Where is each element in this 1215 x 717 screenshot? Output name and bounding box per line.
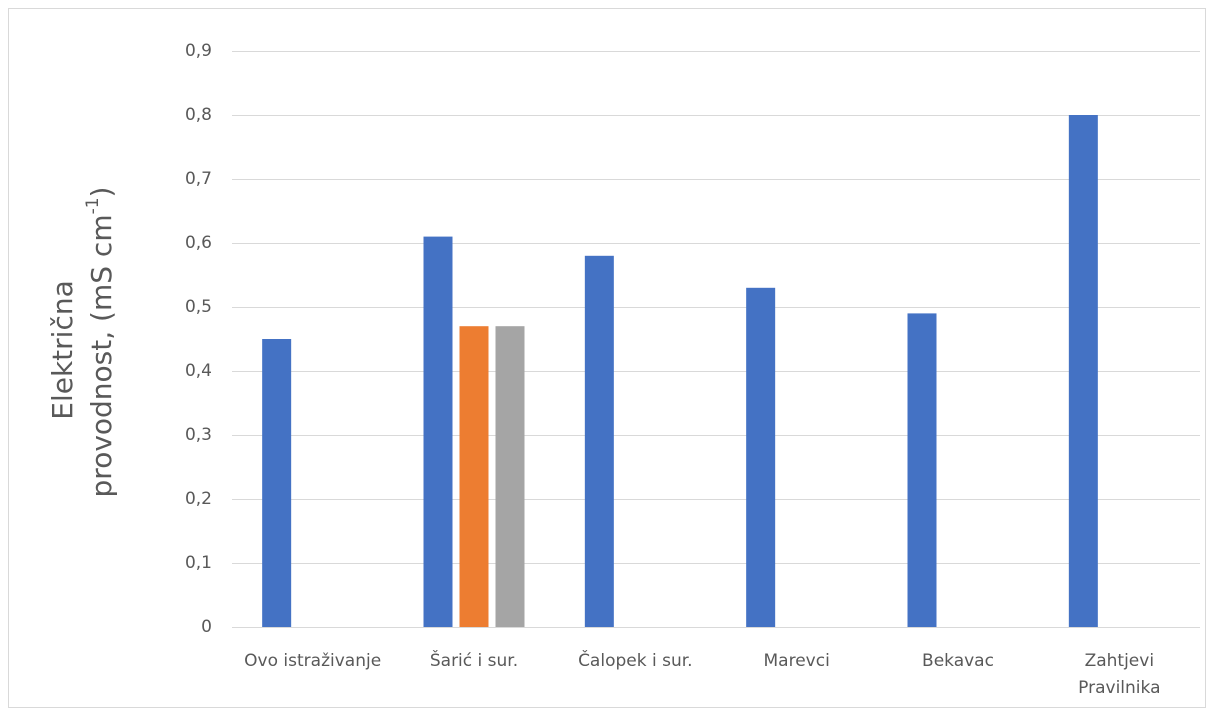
- y-axis-title-line2: provodnost, (mS cm-1): [83, 187, 118, 498]
- bar: [423, 236, 453, 627]
- bar: [746, 287, 776, 627]
- y-tick-label: 0,3: [185, 425, 212, 445]
- bar: [262, 339, 292, 627]
- y-tick-label: 0,1: [185, 553, 212, 573]
- bar: [459, 326, 489, 627]
- category-label: Šarić i sur.: [430, 649, 518, 671]
- gridlines: [232, 51, 1200, 628]
- y-tick-label: 0,5: [185, 297, 212, 317]
- y-tick-label: 0,4: [185, 361, 212, 381]
- y-tick-label: 0,2: [185, 489, 212, 509]
- category-label: Bekavac: [922, 651, 994, 671]
- y-tick-label: 0,9: [185, 41, 212, 61]
- y-axis-title-end: ): [85, 187, 118, 198]
- y-tick-label: 0: [201, 617, 212, 637]
- y-tick-label: 0,8: [185, 105, 212, 125]
- category-label: Zahtjevi: [1085, 651, 1154, 671]
- category-label: Čalopek i sur.: [578, 649, 693, 671]
- y-axis-title: Električna provodnost, (mS cm-1): [46, 187, 118, 498]
- category-label: Marevci: [764, 651, 830, 671]
- bar: [1068, 115, 1098, 627]
- bar: [907, 313, 937, 627]
- y-tick-label: 0,6: [185, 233, 212, 253]
- bar: [584, 255, 614, 628]
- category-label: Pravilnika: [1078, 678, 1160, 698]
- y-tick-labels: 0 0,1 0,2 0,3 0,4 0,5 0,6 0,7 0,8 0,9: [185, 41, 212, 637]
- y-axis-title-main: provodnost, (mS cm: [85, 214, 118, 497]
- bar: [495, 326, 525, 627]
- category-label: Ovo istraživanje: [244, 651, 381, 671]
- y-tick-label: 0,7: [185, 169, 212, 189]
- bars: [262, 115, 1098, 628]
- y-axis-title-superscript: -1: [83, 197, 103, 214]
- category-labels: Ovo istraživanje Šarić i sur. Čalopek i su…: [244, 649, 1160, 698]
- y-axis-title-line1: Električna: [46, 280, 79, 419]
